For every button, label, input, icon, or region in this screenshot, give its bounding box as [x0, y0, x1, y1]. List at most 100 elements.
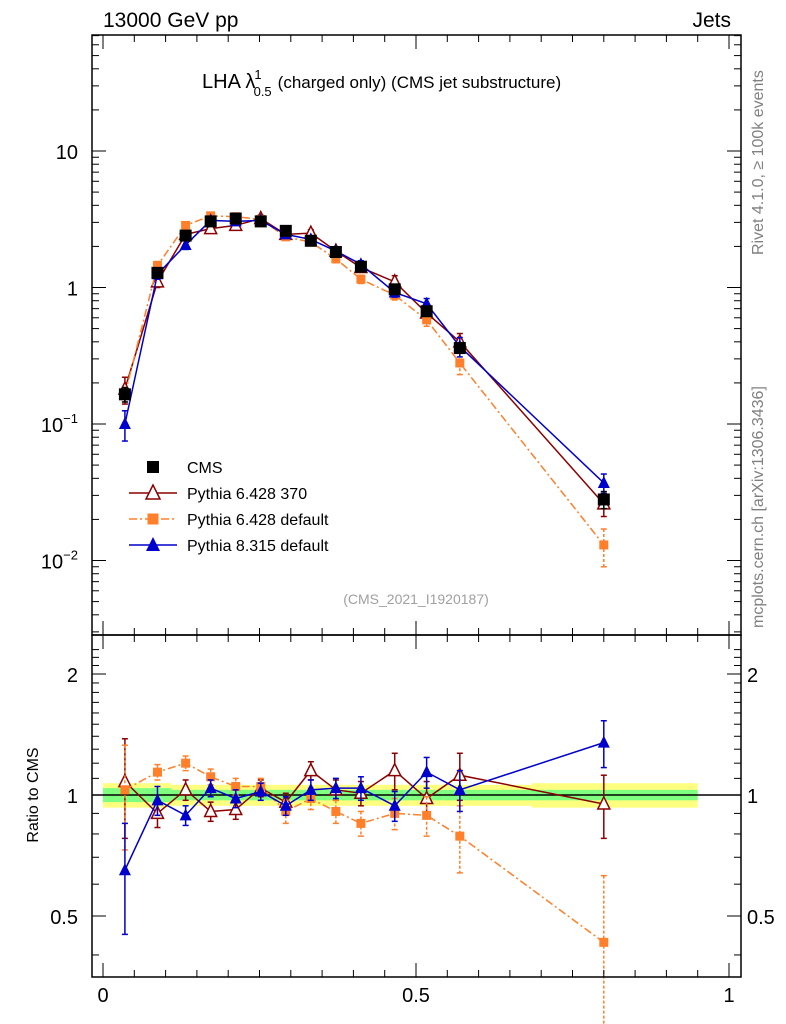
main-point-pythia-6-428-default: [599, 540, 609, 550]
ratio-point-pythia-6-428-370: [596, 795, 612, 810]
ratio-y-tick-label-right: 2: [747, 665, 758, 687]
legend-marker: [146, 537, 160, 551]
ratio-point-pythia-8-315-default: [597, 735, 610, 748]
main-point-pythia-6-428-default: [152, 260, 162, 270]
main-point-cms: [354, 260, 367, 273]
main-y-tick-label: 10: [56, 142, 78, 164]
ratio-point-pythia-6-428-default: [455, 831, 465, 841]
ratio-point-pythia-6-428-370: [228, 800, 243, 816]
legend-item-pythia-6-428-default: Pythia 6.428 default: [129, 512, 329, 529]
main-point-cms: [329, 246, 342, 259]
main-y-tick-label: 10−2: [41, 548, 78, 574]
tick-layer: 10 1 10−1 10−2 0.5 0.5 1 1 2 2 0 0.5 1: [41, 35, 775, 1007]
main-point-cms: [179, 229, 192, 242]
ratio-point-pythia-8-315-default: [304, 782, 317, 795]
header-right-label: Jets: [692, 9, 731, 32]
legend-label: Pythia 8.315 default: [187, 538, 329, 555]
title-rest: (charged only) (CMS jet substructure): [278, 73, 561, 92]
main-point-pythia-6-428-default: [422, 315, 432, 325]
main-point-cms: [151, 266, 164, 279]
ratio-point-pythia-8-315-default: [354, 781, 367, 794]
x-tick-label: 1: [723, 985, 734, 1007]
ratio-y-tick-label: 1: [67, 786, 78, 808]
main-y-tick-label: 1: [67, 279, 78, 301]
legend-label: CMS: [187, 460, 223, 477]
ratio-point-pythia-8-315-default: [151, 793, 164, 806]
ratio-point-pythia-6-428-370: [203, 802, 218, 818]
main-point-cms: [229, 212, 242, 225]
ratio-point-pythia-6-428-default: [331, 806, 341, 816]
legend-label: Pythia 6.428 default: [187, 512, 329, 529]
ratio-point-pythia-8-315-default: [254, 784, 267, 797]
ratio-point-pythia-8-315-default: [179, 808, 192, 821]
title-main: LHA λ: [202, 71, 255, 93]
ratio-point-pythia-8-315-default: [453, 782, 466, 795]
main-series-pythia-8-315-default: [118, 213, 610, 495]
mcplots-source-label: mcplots.cern.ch [arXiv:1306.3436]: [750, 386, 767, 628]
main-point-cms: [420, 305, 433, 318]
ratio-point-pythia-6-428-default: [181, 758, 191, 768]
main-point-cms: [304, 234, 317, 247]
ratio-y-tick-label-right: 1: [747, 786, 758, 808]
main-point-pythia-8-315-default: [179, 237, 192, 250]
legend-marker: [147, 513, 159, 525]
ratio-point-pythia-8-315-default: [229, 791, 242, 804]
rivet-version-label: Rivet 4.1.0, ≥ 100k events: [750, 70, 767, 255]
ratio-line-pythia-8-315-default: [124, 741, 605, 871]
header-left-label: 13000 GeV pp: [103, 9, 238, 32]
ratio-point-pythia-6-428-default: [152, 767, 162, 777]
legend-label: Pythia 6.428 370: [187, 486, 307, 503]
ratio-y-tick-label: 2: [67, 665, 78, 687]
legend-item-pythia-8-315-default: Pythia 8.315 default: [129, 537, 329, 555]
main-point-pythia-6-428-default: [356, 274, 366, 284]
main-point-pythia-6-428-default: [455, 358, 465, 368]
ratio-axis-label: Ratio to CMS: [25, 747, 42, 842]
ratio-y-tick-label-right: 0.5: [747, 907, 775, 929]
title-sup: 1: [254, 67, 261, 82]
ratio-series-pythia-8-315-default: [118, 720, 610, 936]
main-point-pythia-8-315-default: [597, 475, 610, 488]
main-point-cms: [388, 283, 401, 296]
main-point-pythia-6-428-default: [181, 220, 191, 230]
ratio-point-pythia-6-428-default: [356, 818, 366, 828]
ratio-point-pythia-6-428-370: [178, 781, 193, 796]
ratio-point-pythia-8-315-default: [329, 781, 342, 794]
main-point-pythia-6-428-default: [331, 254, 341, 264]
ratio-point-pythia-6-428-default: [231, 781, 241, 791]
series-layer: [117, 209, 612, 1024]
ratio-point-pythia-6-428-370: [387, 761, 402, 777]
main-point-cms: [279, 224, 292, 237]
ratio-point-pythia-8-315-default: [388, 798, 401, 811]
ratio-point-pythia-8-315-default: [118, 863, 131, 876]
ratio-point-pythia-8-315-default: [204, 781, 217, 794]
legend-item-cms: CMS: [147, 460, 223, 477]
main-point-cms: [453, 342, 466, 355]
ratio-point-pythia-6-428-default: [120, 785, 130, 795]
chart-title: LHA λ1 0.5 (charged only) (CMS jet substru…: [202, 67, 561, 99]
main-series-cms: [118, 212, 610, 510]
ratio-y-tick-label: 0.5: [50, 907, 78, 929]
watermark: (CMS_2021_I1920187): [343, 591, 489, 607]
ratio-point-pythia-8-315-default: [279, 798, 292, 811]
ratio-point-pythia-6-428-370: [303, 761, 319, 777]
main-line-pythia-8-315-default: [124, 219, 605, 484]
main-point-cms: [204, 215, 217, 228]
legend-marker: [144, 483, 162, 500]
legend-marker: [147, 461, 159, 473]
main-point-pythia-6-428-370: [150, 273, 165, 288]
main-point-pythia-6-428-370: [203, 219, 218, 235]
main-point-cms: [254, 215, 267, 228]
ratio-point-pythia-6-428-default: [206, 772, 216, 782]
x-tick-label: 0.5: [402, 985, 430, 1007]
main-point-pythia-8-315-default: [118, 417, 131, 429]
x-tick-label: 0: [97, 985, 108, 1007]
ratio-point-pythia-6-428-default: [599, 937, 609, 947]
main-y-tick-label: 10−1: [41, 411, 78, 437]
main-point-cms: [118, 388, 131, 401]
ratio-point-pythia-8-315-default: [420, 765, 433, 778]
ratio-point-pythia-6-428-default: [422, 810, 432, 820]
legend: CMS Pythia 6.428 370 Pythia 6.428 default P…: [129, 460, 329, 555]
legend-item-pythia-6-428-370: Pythia 6.428 370: [129, 483, 307, 503]
main-point-cms: [597, 493, 610, 506]
